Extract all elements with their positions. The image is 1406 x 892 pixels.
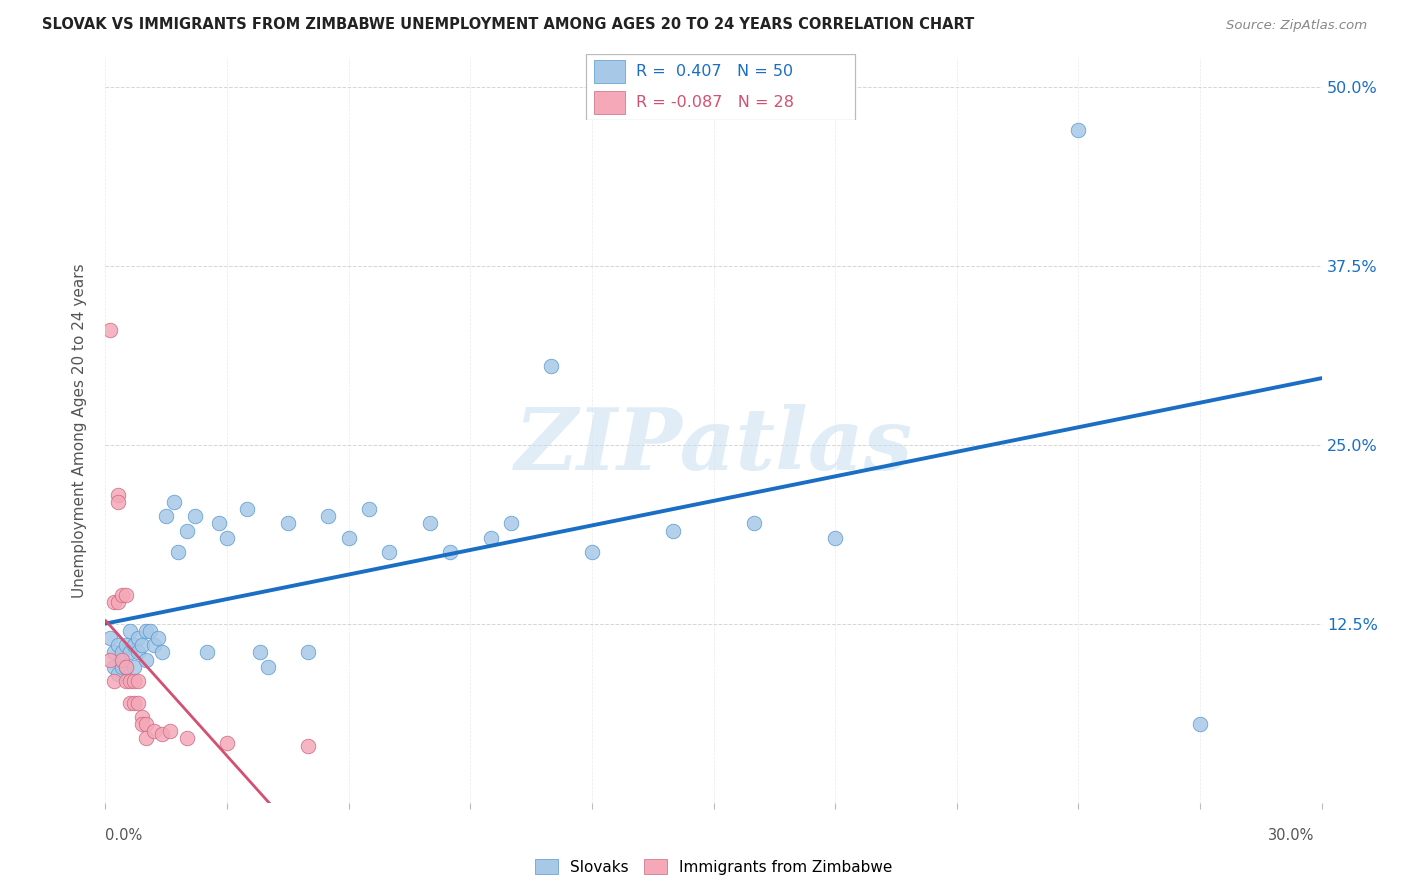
Y-axis label: Unemployment Among Ages 20 to 24 years: Unemployment Among Ages 20 to 24 years [72,263,87,598]
Text: 30.0%: 30.0% [1268,829,1315,843]
Point [143,724,166,739]
Point [439,545,461,559]
Point [159,724,181,739]
Point [131,717,153,731]
Point [163,495,186,509]
Point [131,638,153,652]
Point [135,717,157,731]
Point [357,502,380,516]
Point [155,509,177,524]
Point [277,516,299,531]
Point [122,674,145,689]
Point [127,696,149,710]
Text: 0.0%: 0.0% [105,829,142,843]
Point [297,739,319,753]
Point [499,516,522,531]
Point [118,674,141,689]
Point [150,727,173,741]
Point [236,502,259,516]
Point [122,638,145,652]
Point [107,666,129,681]
Point [118,696,141,710]
Point [98,323,121,337]
Point [103,595,125,609]
Point [217,736,239,750]
Point [114,588,136,602]
Point [297,645,319,659]
Point [135,624,157,638]
Point [581,545,603,559]
Point [378,545,401,559]
Point [131,710,153,724]
Point [183,509,205,524]
Point [114,659,136,673]
Legend: Slovaks, Immigrants from Zimbabwe: Slovaks, Immigrants from Zimbabwe [529,853,898,880]
Point [176,524,198,538]
Point [114,659,136,673]
Text: ZIPatlas: ZIPatlas [515,403,912,487]
Point [540,359,562,373]
Point [103,645,125,659]
Point [98,631,121,645]
Point [167,545,190,559]
Point [135,731,157,746]
Point [1067,122,1090,136]
Point [118,645,141,659]
FancyBboxPatch shape [595,91,624,114]
Point [195,645,218,659]
Point [1189,717,1212,731]
Point [742,516,765,531]
Point [337,531,360,545]
Point [111,588,134,602]
Point [107,638,129,652]
Point [479,531,502,545]
Point [256,659,278,673]
Point [176,731,198,746]
Point [122,696,145,710]
Point [107,595,129,609]
Point [103,659,125,673]
Point [146,631,169,645]
Text: Source: ZipAtlas.com: Source: ZipAtlas.com [1226,19,1367,31]
Point [139,624,162,638]
Point [111,659,134,673]
Point [111,645,134,659]
Point [249,645,271,659]
Text: R =  0.407   N = 50: R = 0.407 N = 50 [636,64,793,79]
Text: R = -0.087   N = 28: R = -0.087 N = 28 [636,95,793,110]
Point [111,652,134,666]
Point [135,652,157,666]
Point [143,638,166,652]
FancyBboxPatch shape [586,54,855,120]
Point [114,674,136,689]
Point [107,488,129,502]
Text: SLOVAK VS IMMIGRANTS FROM ZIMBABWE UNEMPLOYMENT AMONG AGES 20 TO 24 YEARS CORREL: SLOVAK VS IMMIGRANTS FROM ZIMBABWE UNEMP… [42,17,974,31]
Point [217,531,239,545]
Point [662,524,685,538]
Point [419,516,441,531]
Point [118,624,141,638]
Point [127,631,149,645]
Point [122,659,145,673]
FancyBboxPatch shape [595,61,624,83]
Point [114,638,136,652]
Point [150,645,173,659]
Point [98,652,121,666]
Point [127,645,149,659]
Point [103,674,125,689]
Point [318,509,340,524]
Point [127,674,149,689]
Point [208,516,231,531]
Point [107,495,129,509]
Point [824,531,846,545]
